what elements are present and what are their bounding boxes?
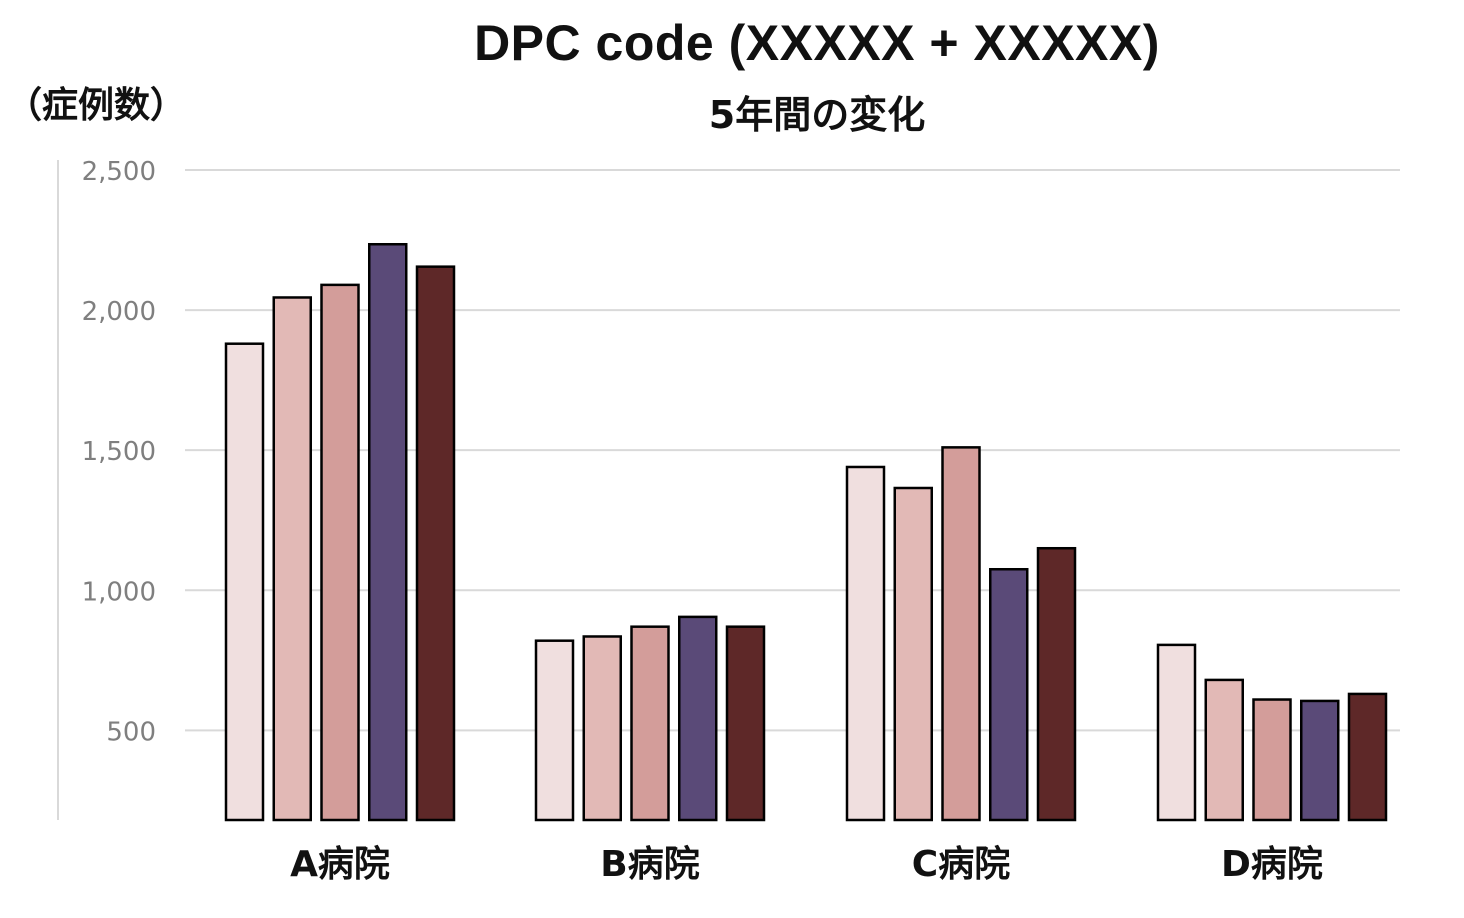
- y-tick-label: 2,000: [82, 297, 156, 327]
- y-axis-unit-label: （症例数）: [6, 85, 187, 126]
- bar-A病院-series-4: [368, 242, 408, 822]
- bar-D病院-series-5: [1347, 692, 1388, 822]
- category-label: B病院: [600, 844, 699, 885]
- bars: [224, 242, 1388, 822]
- bar-B病院-series-3: [630, 625, 670, 822]
- category-label: A病院: [290, 844, 390, 885]
- chart-title: DPC code (XXXXX + XXXXX): [474, 15, 1160, 71]
- gridlines: [185, 169, 1400, 732]
- bar-D病院-series-4: [1300, 699, 1340, 822]
- category-label: C病院: [912, 844, 1010, 885]
- bar-A病院-series-1: [224, 342, 265, 822]
- y-tick-labels: 500 1,000 1,500 2,000 2,500: [82, 157, 156, 747]
- category-labels: A病院 B病院 C病院 D病院: [290, 844, 1323, 885]
- bar-A病院-series-3: [320, 283, 360, 822]
- bar-B病院-series-1: [534, 639, 575, 822]
- bar-C病院-series-3: [941, 446, 981, 822]
- bar-C病院-series-2: [893, 486, 933, 822]
- category-label: D病院: [1221, 844, 1323, 885]
- bar-A病院-series-5: [415, 265, 456, 822]
- y-tick-label: 2,500: [82, 157, 156, 187]
- bar-D病院-series-3: [1252, 698, 1292, 822]
- y-tick-label: 1,500: [82, 437, 156, 467]
- bar-B病院-series-2: [582, 635, 622, 822]
- y-tick-label: 1,000: [82, 577, 156, 607]
- chart-subtitle: 5年間の変化: [708, 93, 926, 137]
- bar-C病院-series-5: [1036, 546, 1077, 822]
- bar-C病院-series-1: [845, 465, 886, 822]
- bar-C病院-series-4: [989, 567, 1029, 822]
- bar-D病院-series-1: [1156, 643, 1197, 822]
- bar-D病院-series-2: [1204, 678, 1244, 822]
- y-tick-label: 500: [106, 717, 156, 747]
- bar-B病院-series-5: [725, 625, 766, 822]
- bar-A病院-series-2: [272, 296, 312, 822]
- bar-B病院-series-4: [678, 615, 718, 822]
